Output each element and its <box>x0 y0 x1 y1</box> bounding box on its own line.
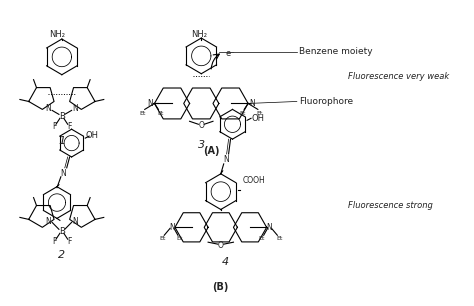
Text: N: N <box>46 104 51 113</box>
Text: Fluorophore: Fluorophore <box>299 97 353 106</box>
Text: NH₂: NH₂ <box>49 30 65 39</box>
Text: NH₂: NH₂ <box>191 30 207 39</box>
Text: Et: Et <box>177 236 183 241</box>
Text: N: N <box>60 169 66 178</box>
Text: Et: Et <box>239 111 246 116</box>
Text: 1: 1 <box>58 136 65 146</box>
Text: 4: 4 <box>222 257 229 267</box>
Text: Et: Et <box>276 236 283 241</box>
Text: Fluorescence very weak: Fluorescence very weak <box>347 72 449 81</box>
Text: N: N <box>223 155 228 164</box>
Text: Benzene moiety: Benzene moiety <box>299 47 373 56</box>
Text: N: N <box>267 223 273 232</box>
Text: OH: OH <box>85 131 98 140</box>
Text: Fluorescence strong: Fluorescence strong <box>347 201 432 210</box>
Text: N: N <box>73 217 78 226</box>
Text: N: N <box>148 99 154 108</box>
Text: F: F <box>52 122 56 131</box>
Text: (B): (B) <box>213 282 229 292</box>
Text: e⁻: e⁻ <box>226 49 235 58</box>
Text: Et: Et <box>256 111 263 116</box>
Text: O: O <box>198 121 204 130</box>
Text: O: O <box>218 241 224 250</box>
Text: B: B <box>59 112 65 121</box>
Text: 3: 3 <box>198 140 205 150</box>
Text: (A): (A) <box>203 146 219 156</box>
Text: F: F <box>67 237 72 246</box>
Text: Et: Et <box>159 236 165 241</box>
Text: OH: OH <box>252 114 265 123</box>
Text: F: F <box>67 122 72 131</box>
Text: COOH: COOH <box>242 176 265 185</box>
Text: Et: Et <box>258 236 265 241</box>
Text: N: N <box>46 217 51 226</box>
Text: F: F <box>52 237 56 246</box>
Text: N: N <box>249 99 255 108</box>
Text: 2: 2 <box>58 250 65 260</box>
Text: Et: Et <box>157 111 164 116</box>
Text: N: N <box>169 223 175 232</box>
Text: Et: Et <box>139 111 146 116</box>
Text: N: N <box>73 104 78 113</box>
Text: B: B <box>59 227 65 236</box>
